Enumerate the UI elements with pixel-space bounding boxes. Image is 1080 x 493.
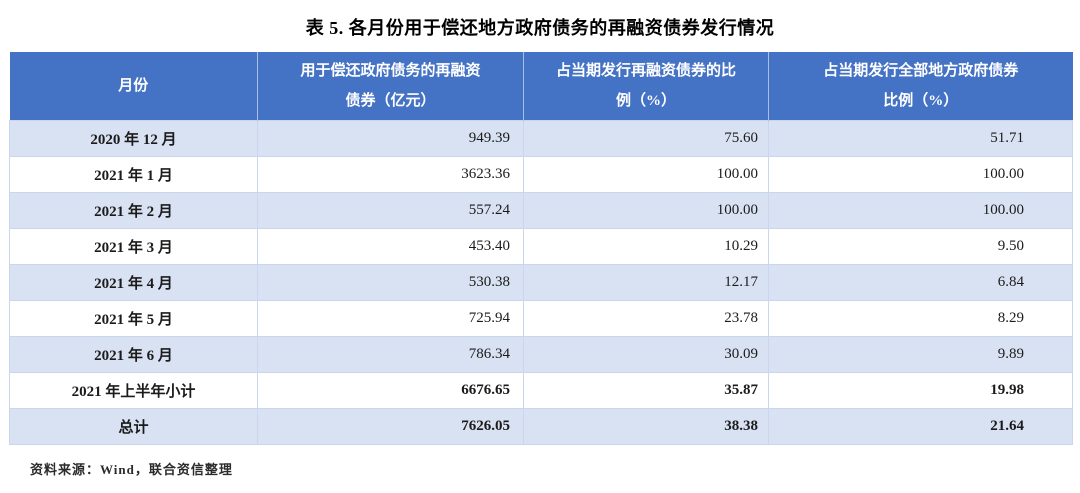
pct-refinancing-cell: 35.87	[523, 372, 769, 409]
col-header-pct-refinancing: 占当期发行再融资债券的比 例（%）	[523, 52, 769, 121]
table-row: 2020 年 12 月 949.39 75.60 51.71	[9, 120, 1073, 157]
month-cell: 2020 年 12 月	[9, 120, 258, 157]
pct-refinancing-cell: 75.60	[523, 120, 769, 157]
pct-all-bonds-cell: 6.84	[768, 264, 1073, 301]
col-header-month: 月份	[9, 52, 258, 121]
col-header-pct-all-bonds: 占当期发行全部地方政府债券 比例（%）	[768, 52, 1073, 121]
refinancing-bonds-table: 月份 用于偿还政府债务的再融资 债券（亿元） 占当期发行再融资债券的比 例（%）…	[9, 52, 1073, 445]
pct-all-bonds-cell: 9.89	[768, 336, 1073, 373]
col-header-pct-all-bonds-line2: 比例（%）	[883, 93, 959, 109]
month-cell: 总计	[9, 408, 258, 445]
amount-cell: 7626.05	[257, 408, 524, 445]
month-cell: 2021 年 2 月	[9, 192, 258, 229]
pct-all-bonds-cell: 21.64	[768, 408, 1073, 445]
amount-cell: 949.39	[257, 120, 524, 157]
pct-all-bonds-cell: 51.71	[768, 120, 1073, 157]
month-cell: 2021 年 5 月	[9, 300, 258, 337]
pct-refinancing-cell: 100.00	[523, 192, 769, 229]
table-row: 2021 年 2 月 557.24 100.00 100.00	[9, 192, 1073, 229]
table-row-subtotal: 2021 年上半年小计 6676.65 35.87 19.98	[9, 372, 1073, 409]
month-cell: 2021 年 4 月	[9, 264, 258, 301]
col-header-pct-refinancing-line2: 例（%）	[615, 93, 676, 109]
table-title: 表 5. 各月份用于偿还地方政府债务的再融资债券发行情况	[305, 18, 775, 38]
pct-refinancing-cell: 10.29	[523, 228, 769, 265]
pct-refinancing-cell: 30.09	[523, 336, 769, 373]
month-cell: 2021 年 1 月	[9, 156, 258, 193]
amount-cell: 786.34	[257, 336, 524, 373]
table-row: 2021 年 5 月 725.94 23.78 8.29	[9, 300, 1073, 337]
pct-all-bonds-cell: 8.29	[768, 300, 1073, 337]
amount-cell: 530.38	[257, 264, 524, 301]
source-note: 资料来源：Wind，联合资信整理	[30, 462, 233, 477]
col-header-refinancing-amount-line2: 债券（亿元）	[345, 93, 436, 109]
table-row: 2021 年 6 月 786.34 30.09 9.89	[9, 336, 1073, 373]
pct-refinancing-cell: 23.78	[523, 300, 769, 337]
pct-all-bonds-cell: 100.00	[768, 156, 1073, 193]
month-cell: 2021 年 6 月	[9, 336, 258, 373]
amount-cell: 6676.65	[257, 372, 524, 409]
pct-all-bonds-cell: 100.00	[768, 192, 1073, 229]
table-header-row: 月份 用于偿还政府债务的再融资 债券（亿元） 占当期发行再融资债券的比 例（%）…	[9, 52, 1073, 121]
col-header-pct-all-bonds-line1: 占当期发行全部地方政府债券	[823, 63, 1019, 79]
pct-all-bonds-cell: 9.50	[768, 228, 1073, 265]
month-cell: 2021 年 3 月	[9, 228, 258, 265]
table-row: 2021 年 3 月 453.40 10.29 9.50	[9, 228, 1073, 265]
pct-all-bonds-cell: 19.98	[768, 372, 1073, 409]
table-row: 2021 年 4 月 530.38 12.17 6.84	[9, 264, 1073, 301]
table-row: 2021 年 1 月 3623.36 100.00 100.00	[9, 156, 1073, 193]
amount-cell: 725.94	[257, 300, 524, 337]
table-row-total: 总计 7626.05 38.38 21.64	[9, 408, 1073, 445]
col-header-refinancing-amount-line1: 用于偿还政府债务的再融资	[300, 63, 481, 79]
col-header-refinancing-amount: 用于偿还政府债务的再融资 债券（亿元）	[257, 52, 524, 121]
pct-refinancing-cell: 12.17	[523, 264, 769, 301]
amount-cell: 3623.36	[257, 156, 524, 193]
month-cell: 2021 年上半年小计	[9, 372, 258, 409]
amount-cell: 453.40	[257, 228, 524, 265]
col-header-pct-refinancing-line1: 占当期发行再融资债券的比	[555, 63, 736, 79]
pct-refinancing-cell: 38.38	[523, 408, 769, 445]
amount-cell: 557.24	[257, 192, 524, 229]
col-header-month-line1: 月份	[118, 78, 149, 94]
pct-refinancing-cell: 100.00	[523, 156, 769, 193]
